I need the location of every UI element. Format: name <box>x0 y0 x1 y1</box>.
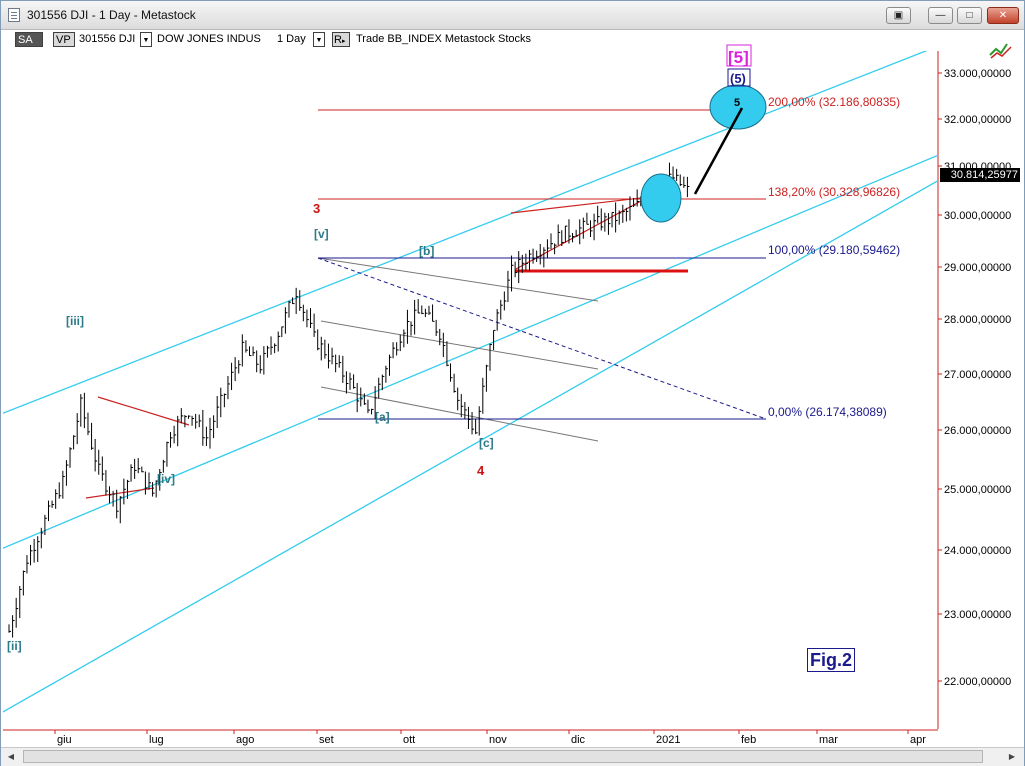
price-tick-label: 22.000,00000 <box>944 676 1011 688</box>
price-tick-label: 33.000,00000 <box>944 68 1011 80</box>
wave-5-minor-label: (5) <box>730 71 746 86</box>
projection-dashed-line[interactable] <box>317 257 767 420</box>
close-button[interactable]: ✕ <box>987 7 1019 24</box>
wave-c-label: [c] <box>479 436 494 450</box>
channel-lower-line[interactable] <box>1 179 941 713</box>
time-axis[interactable]: giu lug ago set ott nov dic 2021 feb mar apr <box>54 730 926 746</box>
symbol-label: 301556 DJI <box>79 33 136 45</box>
fib-100-label: 100,00% (29.180,59462) <box>768 243 900 257</box>
triangle-top-line[interactable] <box>97 396 190 426</box>
price-bars <box>8 162 690 638</box>
last-price-flag: 30.814,25977 <box>940 168 1020 182</box>
triangle-bottom-line[interactable] <box>85 487 155 499</box>
price-tick-label: 27.000,00000 <box>944 369 1011 381</box>
chart-tool-icon[interactable] <box>989 41 1013 59</box>
time-tick-label: 2021 <box>656 734 680 746</box>
price-tick-label: 32.000,00000 <box>944 114 1011 126</box>
r-label: R <box>334 34 342 46</box>
wave-v-label: [v] <box>314 227 329 241</box>
document-icon <box>8 8 20 22</box>
wave-iv-label: [iv] <box>157 472 175 486</box>
window-title: 301556 DJI - 1 Day - Metastock <box>27 8 196 22</box>
period-label: 1 Day <box>277 33 306 45</box>
vp-button[interactable]: VP <box>53 32 75 47</box>
correction-channel-bottom[interactable] <box>320 386 599 442</box>
wedge-top-line[interactable] <box>510 197 642 214</box>
wave-iii-label: [iii] <box>66 314 84 328</box>
time-tick-label: mar <box>819 734 838 746</box>
fib-138-label: 138,20% (30.328,96826) <box>768 185 900 199</box>
wave-a-label: [a] <box>375 410 390 424</box>
minimize-button[interactable]: — <box>928 7 953 24</box>
restore-alt-button[interactable]: ▣ <box>886 7 911 24</box>
channel-upper-line[interactable] <box>1 45 941 414</box>
wave-ii-label: [ii] <box>7 639 22 653</box>
figure-label: Fig.2 <box>807 648 856 672</box>
wave-4-label: 4 <box>477 463 485 478</box>
price-tick-label: 23.000,00000 <box>944 609 1011 621</box>
fib-0-label: 0,00% (26.174,38089) <box>768 405 887 419</box>
time-tick-label: dic <box>571 734 586 746</box>
price-tick-label: 25.000,00000 <box>944 484 1011 496</box>
time-tick-label: ago <box>236 734 254 746</box>
wave-3-label: 3 <box>313 201 320 216</box>
price-tick-label: 26.000,00000 <box>944 425 1011 437</box>
time-tick-label: giu <box>57 734 72 746</box>
correction-channel-mid[interactable] <box>320 320 599 370</box>
scrollbar-thumb[interactable] <box>23 750 983 763</box>
price-tick-label: 30.000,00000 <box>944 210 1011 222</box>
r-dropdown[interactable]: R▸ <box>332 32 350 47</box>
correction-channel-top[interactable] <box>317 257 599 302</box>
title-bar[interactable]: 301556 DJI - 1 Day - Metastock ▣ — □ ✕ <box>1 1 1024 30</box>
time-tick-label: set <box>319 734 334 746</box>
sa-button[interactable]: SA <box>15 32 43 47</box>
fib-200-label: 200,00% (32.186,80835) <box>768 95 900 109</box>
projection-arrow-line[interactable] <box>693 107 744 195</box>
scroll-left-arrow-icon[interactable]: ◀ <box>7 752 15 761</box>
time-tick-label: feb <box>741 734 756 746</box>
scroll-right-arrow-icon[interactable]: ▶ <box>1008 752 1016 761</box>
wave-5-label: 5 <box>734 97 740 109</box>
security-name: DOW JONES INDUS <box>157 33 261 45</box>
maximize-button[interactable]: □ <box>957 7 982 24</box>
template-label: Trade BB_INDEX Metastock Stocks <box>356 33 532 45</box>
time-tick-label: apr <box>910 734 926 746</box>
wave-5-major-box <box>726 44 752 67</box>
target-ellipse-small[interactable] <box>640 173 682 223</box>
wave-5-major-label: [5] <box>728 48 749 67</box>
time-tick-label: ott <box>403 734 415 746</box>
time-tick-label: nov <box>489 734 507 746</box>
horizontal-scrollbar[interactable]: ◀ ▶ <box>1 747 1024 766</box>
price-tick-label: 28.000,00000 <box>944 314 1011 326</box>
wave-b-label: [b] <box>419 244 434 258</box>
channel-middle-line[interactable] <box>1 154 941 549</box>
period-dropdown[interactable]: ▼ <box>313 32 325 47</box>
r-dropdown-arrow: ▸ <box>341 38 346 45</box>
price-chart[interactable]: 33.000,0000032.000,0000031.000,0000030.0… <box>1 1 1024 747</box>
time-tick-label: lug <box>149 734 164 746</box>
price-axis[interactable]: 33.000,0000032.000,0000031.000,0000030.0… <box>938 68 1011 688</box>
price-tick-label: 29.000,00000 <box>944 262 1011 274</box>
symbol-dropdown[interactable]: ▼ <box>140 32 152 47</box>
price-tick-label: 24.000,00000 <box>944 545 1011 557</box>
target-ellipse-large[interactable] <box>709 84 767 130</box>
wave-5-minor-box <box>727 68 751 87</box>
chart-toolbar: SA VP 301556 DJI ▼ DOW JONES INDUS 1 Day… <box>1 30 1024 50</box>
